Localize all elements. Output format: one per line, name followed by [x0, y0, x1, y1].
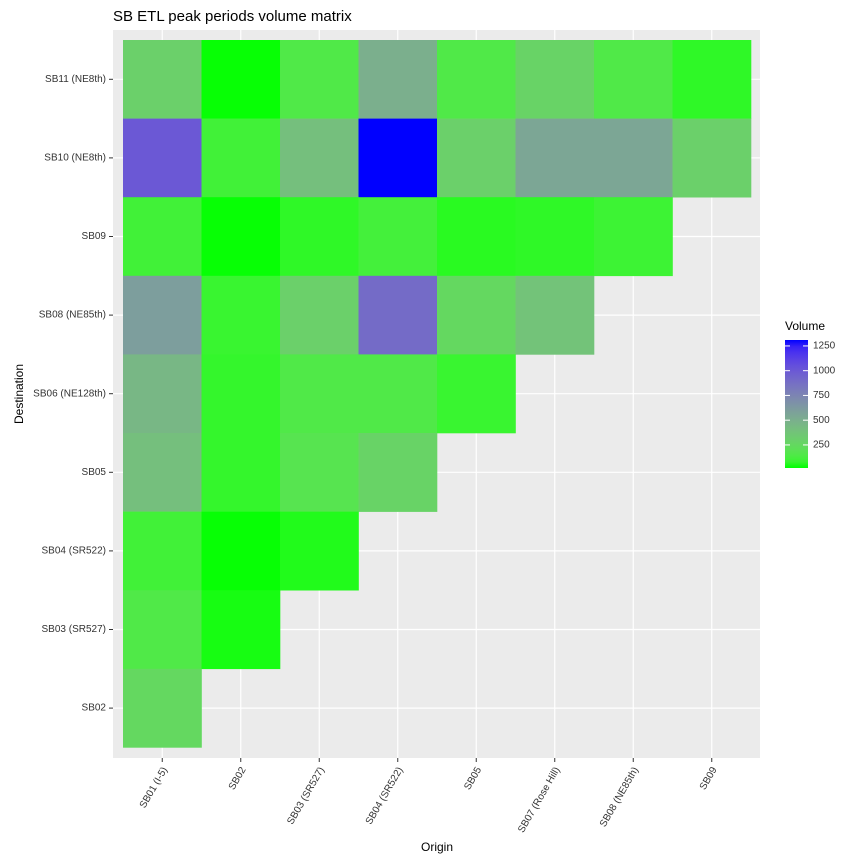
heatmap-cell	[672, 118, 752, 198]
y-tick-label: SB06 (NE128th)	[33, 388, 106, 399]
x-tick-label: SB07 (Rose Hill)	[516, 765, 562, 835]
heatmap-cell	[437, 197, 516, 277]
colorbar-tick-label: 500	[813, 415, 830, 426]
y-tick-label: SB04 (SR522)	[42, 546, 106, 557]
legend-title: Volume	[785, 319, 825, 333]
heatmap-cell	[123, 197, 202, 277]
x-tick-label: SB05	[462, 765, 484, 792]
heatmap-cell	[201, 511, 281, 591]
heatmap-cell	[280, 197, 359, 277]
heatmap-cell	[201, 590, 281, 670]
heatmap-cell	[437, 275, 516, 355]
heatmap-cell	[358, 40, 438, 119]
heatmap-cell	[280, 511, 359, 591]
x-tick-label: SB04 (SR522)	[364, 765, 406, 826]
x-axis-title: Origin	[421, 840, 453, 854]
heatmap-cell	[201, 354, 281, 434]
x-tick-label: SB09	[698, 765, 720, 792]
heatmap-cell	[672, 40, 752, 119]
heatmap-cell	[437, 40, 516, 119]
heatmap-cell	[594, 40, 673, 119]
y-tick-label: SB08 (NE85th)	[39, 310, 106, 321]
heatmap-cell	[123, 354, 202, 434]
y-tick-label: SB05	[82, 467, 107, 478]
heatmap-cell	[123, 511, 202, 591]
heatmap-cell	[201, 197, 281, 277]
heatmap-cell	[515, 40, 595, 119]
heatmap-cell	[280, 354, 359, 434]
heatmap-cell	[123, 118, 202, 198]
heatmap-cell	[515, 275, 595, 355]
heatmap-cell	[280, 40, 359, 119]
heatmap-cell	[594, 118, 673, 198]
heatmap-cell	[201, 118, 281, 198]
y-tick-label: SB11 (NE8th)	[45, 74, 106, 85]
heatmap-cell	[358, 275, 438, 355]
colorbar-tick-label: 1250	[813, 341, 836, 352]
x-tick-label: SB03 (SR527)	[285, 765, 327, 826]
colorbar-tick-label: 1000	[813, 365, 836, 376]
x-tick-label: SB08 (NE85th)	[598, 765, 641, 829]
y-tick-label: SB09	[82, 231, 107, 242]
y-tick-label: SB10 (NE8th)	[44, 153, 106, 164]
heatmap-cell	[437, 118, 516, 198]
chart-title: SB ETL peak periods volume matrix	[113, 8, 352, 25]
heatmap-cell	[201, 275, 281, 355]
y-tick-label: SB03 (SR527)	[42, 624, 106, 635]
heatmap-cell	[358, 118, 438, 198]
heatmap-cell	[437, 354, 516, 434]
heatmap-cell	[201, 40, 281, 119]
heatmap-cell	[280, 275, 359, 355]
y-axis-title: Destination	[12, 364, 26, 424]
heatmap-cell	[123, 40, 202, 119]
heatmap-cell	[123, 590, 202, 670]
heatmap-cell	[123, 433, 202, 512]
heatmap-cell	[280, 433, 359, 512]
heatmap-cell	[123, 668, 202, 748]
heatmap-cell	[358, 354, 438, 434]
x-tick-label: SB01 (I-5)	[138, 765, 170, 810]
colorbar-tick-label: 250	[813, 440, 830, 451]
heatmap-cell	[201, 433, 281, 512]
heatmap-cell	[358, 197, 438, 277]
colorbar	[785, 340, 808, 468]
heatmap-cell	[515, 118, 595, 198]
heatmap-cell	[594, 197, 673, 277]
heatmap-cell	[358, 433, 438, 512]
heatmap-cell	[280, 118, 359, 198]
heatmap-cell	[515, 197, 595, 277]
colorbar-tick-label: 750	[813, 390, 830, 401]
heatmap-cell	[123, 275, 202, 355]
x-tick-label: SB02	[227, 765, 249, 792]
y-tick-label: SB02	[82, 703, 107, 714]
